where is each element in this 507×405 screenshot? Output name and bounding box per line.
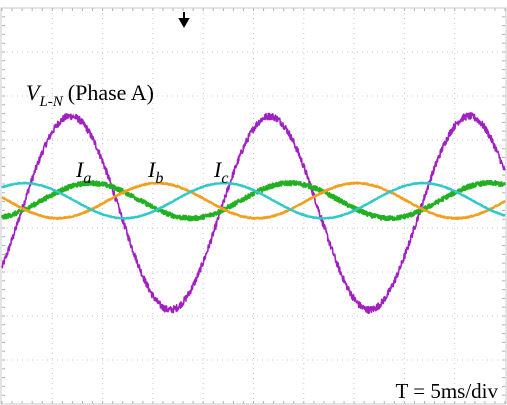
ia-label-sub: a: [83, 170, 91, 187]
ia-trace: [0, 179, 506, 222]
voltage-label: VL-N (Phase A): [26, 80, 154, 110]
ic-trace: [0, 181, 506, 220]
ic-label: Ic: [213, 157, 228, 187]
ib-trace: [1, 181, 506, 221]
voltage-label-sub: L-N: [38, 94, 63, 110]
voltage-trace: [1, 112, 506, 315]
ic-label-main: I: [213, 157, 223, 182]
ic-label-sub: c: [221, 170, 228, 187]
trigger-marker-icon: [178, 12, 190, 29]
timebase-label: T = 5ms/div: [396, 379, 499, 403]
ib-label: Ib: [147, 157, 163, 187]
traces: [0, 112, 506, 315]
voltage-label-suffix: (Phase A): [68, 80, 154, 105]
ib-label-main: I: [147, 157, 157, 182]
plot-frame: [0, 7, 507, 405]
ia-label-main: I: [75, 157, 85, 182]
ia-label: Ia: [75, 157, 91, 187]
voltage-label-main: V: [26, 80, 42, 105]
ib-label-sub: b: [155, 170, 163, 187]
